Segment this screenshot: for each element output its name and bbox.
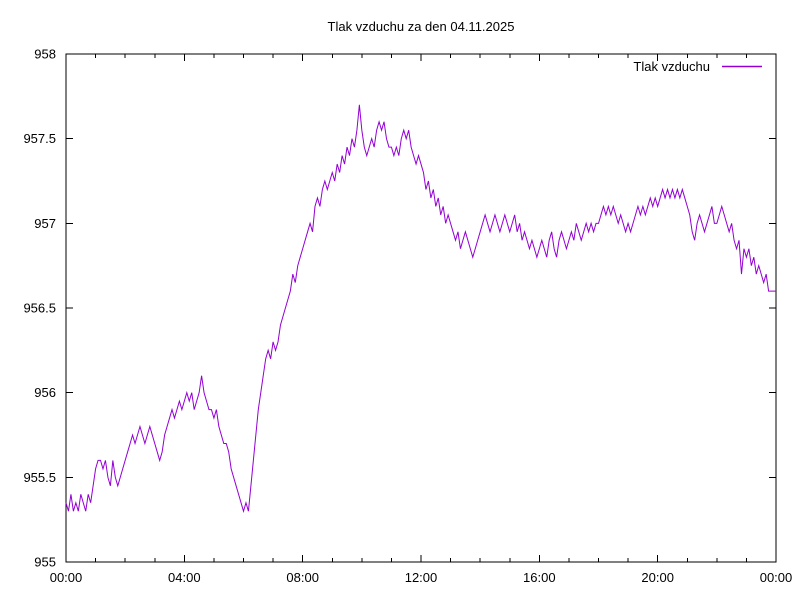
pressure-line bbox=[65, 104, 776, 513]
y-tick-label: 957 bbox=[34, 216, 56, 231]
x-tick-label: 20:00 bbox=[641, 570, 674, 585]
y-tick-label: 956 bbox=[34, 385, 56, 400]
y-tick-label: 955.5 bbox=[23, 470, 56, 485]
y-tick-label: 955 bbox=[34, 555, 56, 570]
x-tick-label: 04:00 bbox=[168, 570, 201, 585]
chart-title: Tlak vzduchu za den 04.11.2025 bbox=[328, 19, 515, 34]
x-tick-label: 08:00 bbox=[286, 570, 319, 585]
y-tick-label: 956.5 bbox=[23, 301, 56, 316]
x-tick-label: 00:00 bbox=[50, 570, 83, 585]
x-tick-label: 00:00 bbox=[760, 570, 793, 585]
y-tick-label: 957.5 bbox=[23, 131, 56, 146]
x-tick-label: 16:00 bbox=[523, 570, 556, 585]
x-tick-label: 12:00 bbox=[405, 570, 438, 585]
legend-label: Tlak vzduchu bbox=[633, 59, 710, 74]
y-tick-label: 958 bbox=[34, 47, 56, 62]
plot-border bbox=[65, 53, 777, 563]
